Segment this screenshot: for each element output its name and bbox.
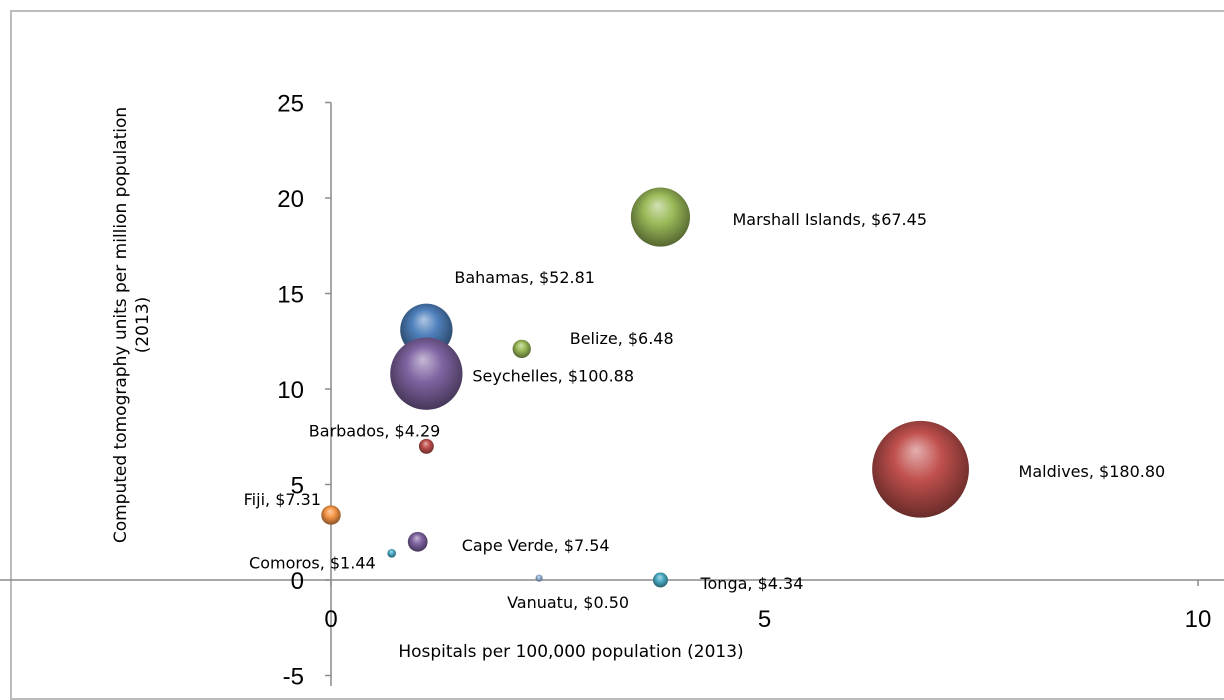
x-tick-label: 0 bbox=[324, 606, 337, 633]
chart-frame bbox=[10, 10, 1224, 700]
y-tick-label: 15 bbox=[277, 282, 304, 309]
y-tick-label: 25 bbox=[277, 91, 304, 118]
bubbles bbox=[321, 187, 969, 588]
x-axis-title: Hospitals per 100,000 population (2013) bbox=[398, 642, 743, 662]
bubble-label: Seychelles, $100.88 bbox=[472, 367, 634, 386]
bubble-point bbox=[321, 505, 341, 525]
bubble-point bbox=[652, 572, 668, 588]
y-tick-label: 5 bbox=[291, 473, 304, 500]
bubble-label: Cape Verde, $7.54 bbox=[462, 536, 610, 555]
y-tick-label: 20 bbox=[277, 186, 304, 213]
bubble-point bbox=[872, 420, 969, 518]
bubble-label: Barbados, $4.29 bbox=[309, 421, 441, 440]
bubble-point bbox=[407, 531, 428, 552]
bubble-label: Tonga, $4.34 bbox=[699, 574, 803, 593]
y-ticks: 25 20 15 10 5 0 -5 bbox=[277, 91, 331, 687]
bubble-labels: Marshall Islands, $67.45 Bahamas, $52.81 B… bbox=[244, 210, 1166, 612]
bubble-point bbox=[512, 339, 531, 359]
x-tick-label: 10 bbox=[1185, 606, 1212, 633]
x-tick-label: 5 bbox=[758, 606, 771, 633]
bubble-point bbox=[387, 548, 397, 558]
bubble-point bbox=[535, 574, 543, 582]
axes: -5 0 5 10 15 20 25 20 15 10 5 0 -5 bbox=[0, 91, 1224, 687]
y-axis-title: Computed tomography units per million po… bbox=[111, 107, 153, 543]
bubble-label: Vanuatu, $0.50 bbox=[507, 593, 629, 612]
bubble-point bbox=[418, 438, 434, 454]
bubble-point bbox=[630, 187, 691, 247]
y-tick-label: -5 bbox=[283, 664, 304, 687]
bubble-label: Comoros, $1.44 bbox=[249, 553, 376, 572]
y-tick-label: 10 bbox=[277, 377, 304, 404]
y-tick-label: 0 bbox=[291, 568, 304, 595]
bubble-label: Bahamas, $52.81 bbox=[454, 268, 595, 287]
bubble-label: Belize, $6.48 bbox=[570, 329, 674, 348]
bubble-label: Fiji, $7.31 bbox=[244, 490, 321, 509]
bubble-label: Marshall Islands, $67.45 bbox=[732, 210, 927, 229]
x-ticks: -505101520 bbox=[324, 580, 1212, 633]
bubble-point bbox=[390, 337, 463, 410]
bubble-label: Maldives, $180.80 bbox=[1019, 462, 1166, 481]
